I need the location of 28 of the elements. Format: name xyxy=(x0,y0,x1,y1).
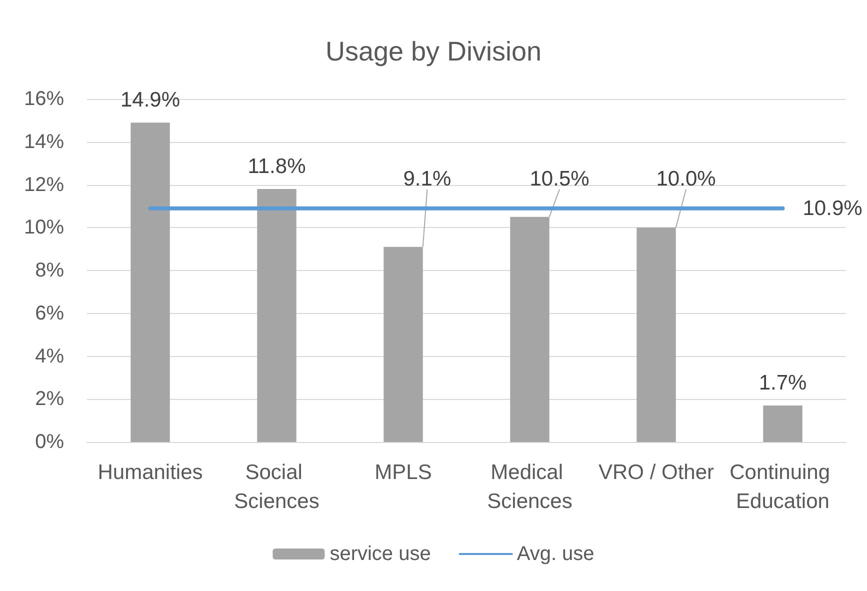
x-tick-label: Continuing Education xyxy=(730,461,836,513)
y-tick-label: 12% xyxy=(24,174,64,196)
data-label: 10.9% xyxy=(802,196,862,220)
x-tick-label: MPLS xyxy=(374,461,432,484)
bar xyxy=(257,189,296,442)
y-tick-label: 6% xyxy=(35,302,64,324)
data-label: 10.5% xyxy=(530,167,590,190)
data-label: 10.0% xyxy=(656,167,716,190)
y-tick-label: 14% xyxy=(24,130,64,153)
bar xyxy=(763,406,802,442)
bar xyxy=(130,122,170,442)
y-tick-label: 8% xyxy=(35,260,64,282)
legend-label: service use xyxy=(330,543,431,565)
data-label: 9.1% xyxy=(403,167,452,190)
y-tick-label: 10% xyxy=(24,216,64,239)
y-tick-label: 0% xyxy=(35,431,64,453)
data-label: 11.8% xyxy=(248,155,306,178)
x-tick-label: Medical Sciences xyxy=(487,461,572,513)
data-label: 14.9% xyxy=(120,88,180,112)
data-label: 1.7% xyxy=(758,372,807,395)
y-tick-label: 2% xyxy=(35,388,64,410)
y-tick-label: 16% xyxy=(24,88,64,110)
x-tick-label: Social Sciences xyxy=(234,461,320,513)
x-tick-label: Humanities xyxy=(98,461,203,484)
y-tick-label: 4% xyxy=(35,345,64,368)
legend-label: Avg. use xyxy=(516,543,594,565)
x-tick-label: VRO / Other xyxy=(598,461,714,484)
chart-title: Usage by Division xyxy=(325,36,542,66)
